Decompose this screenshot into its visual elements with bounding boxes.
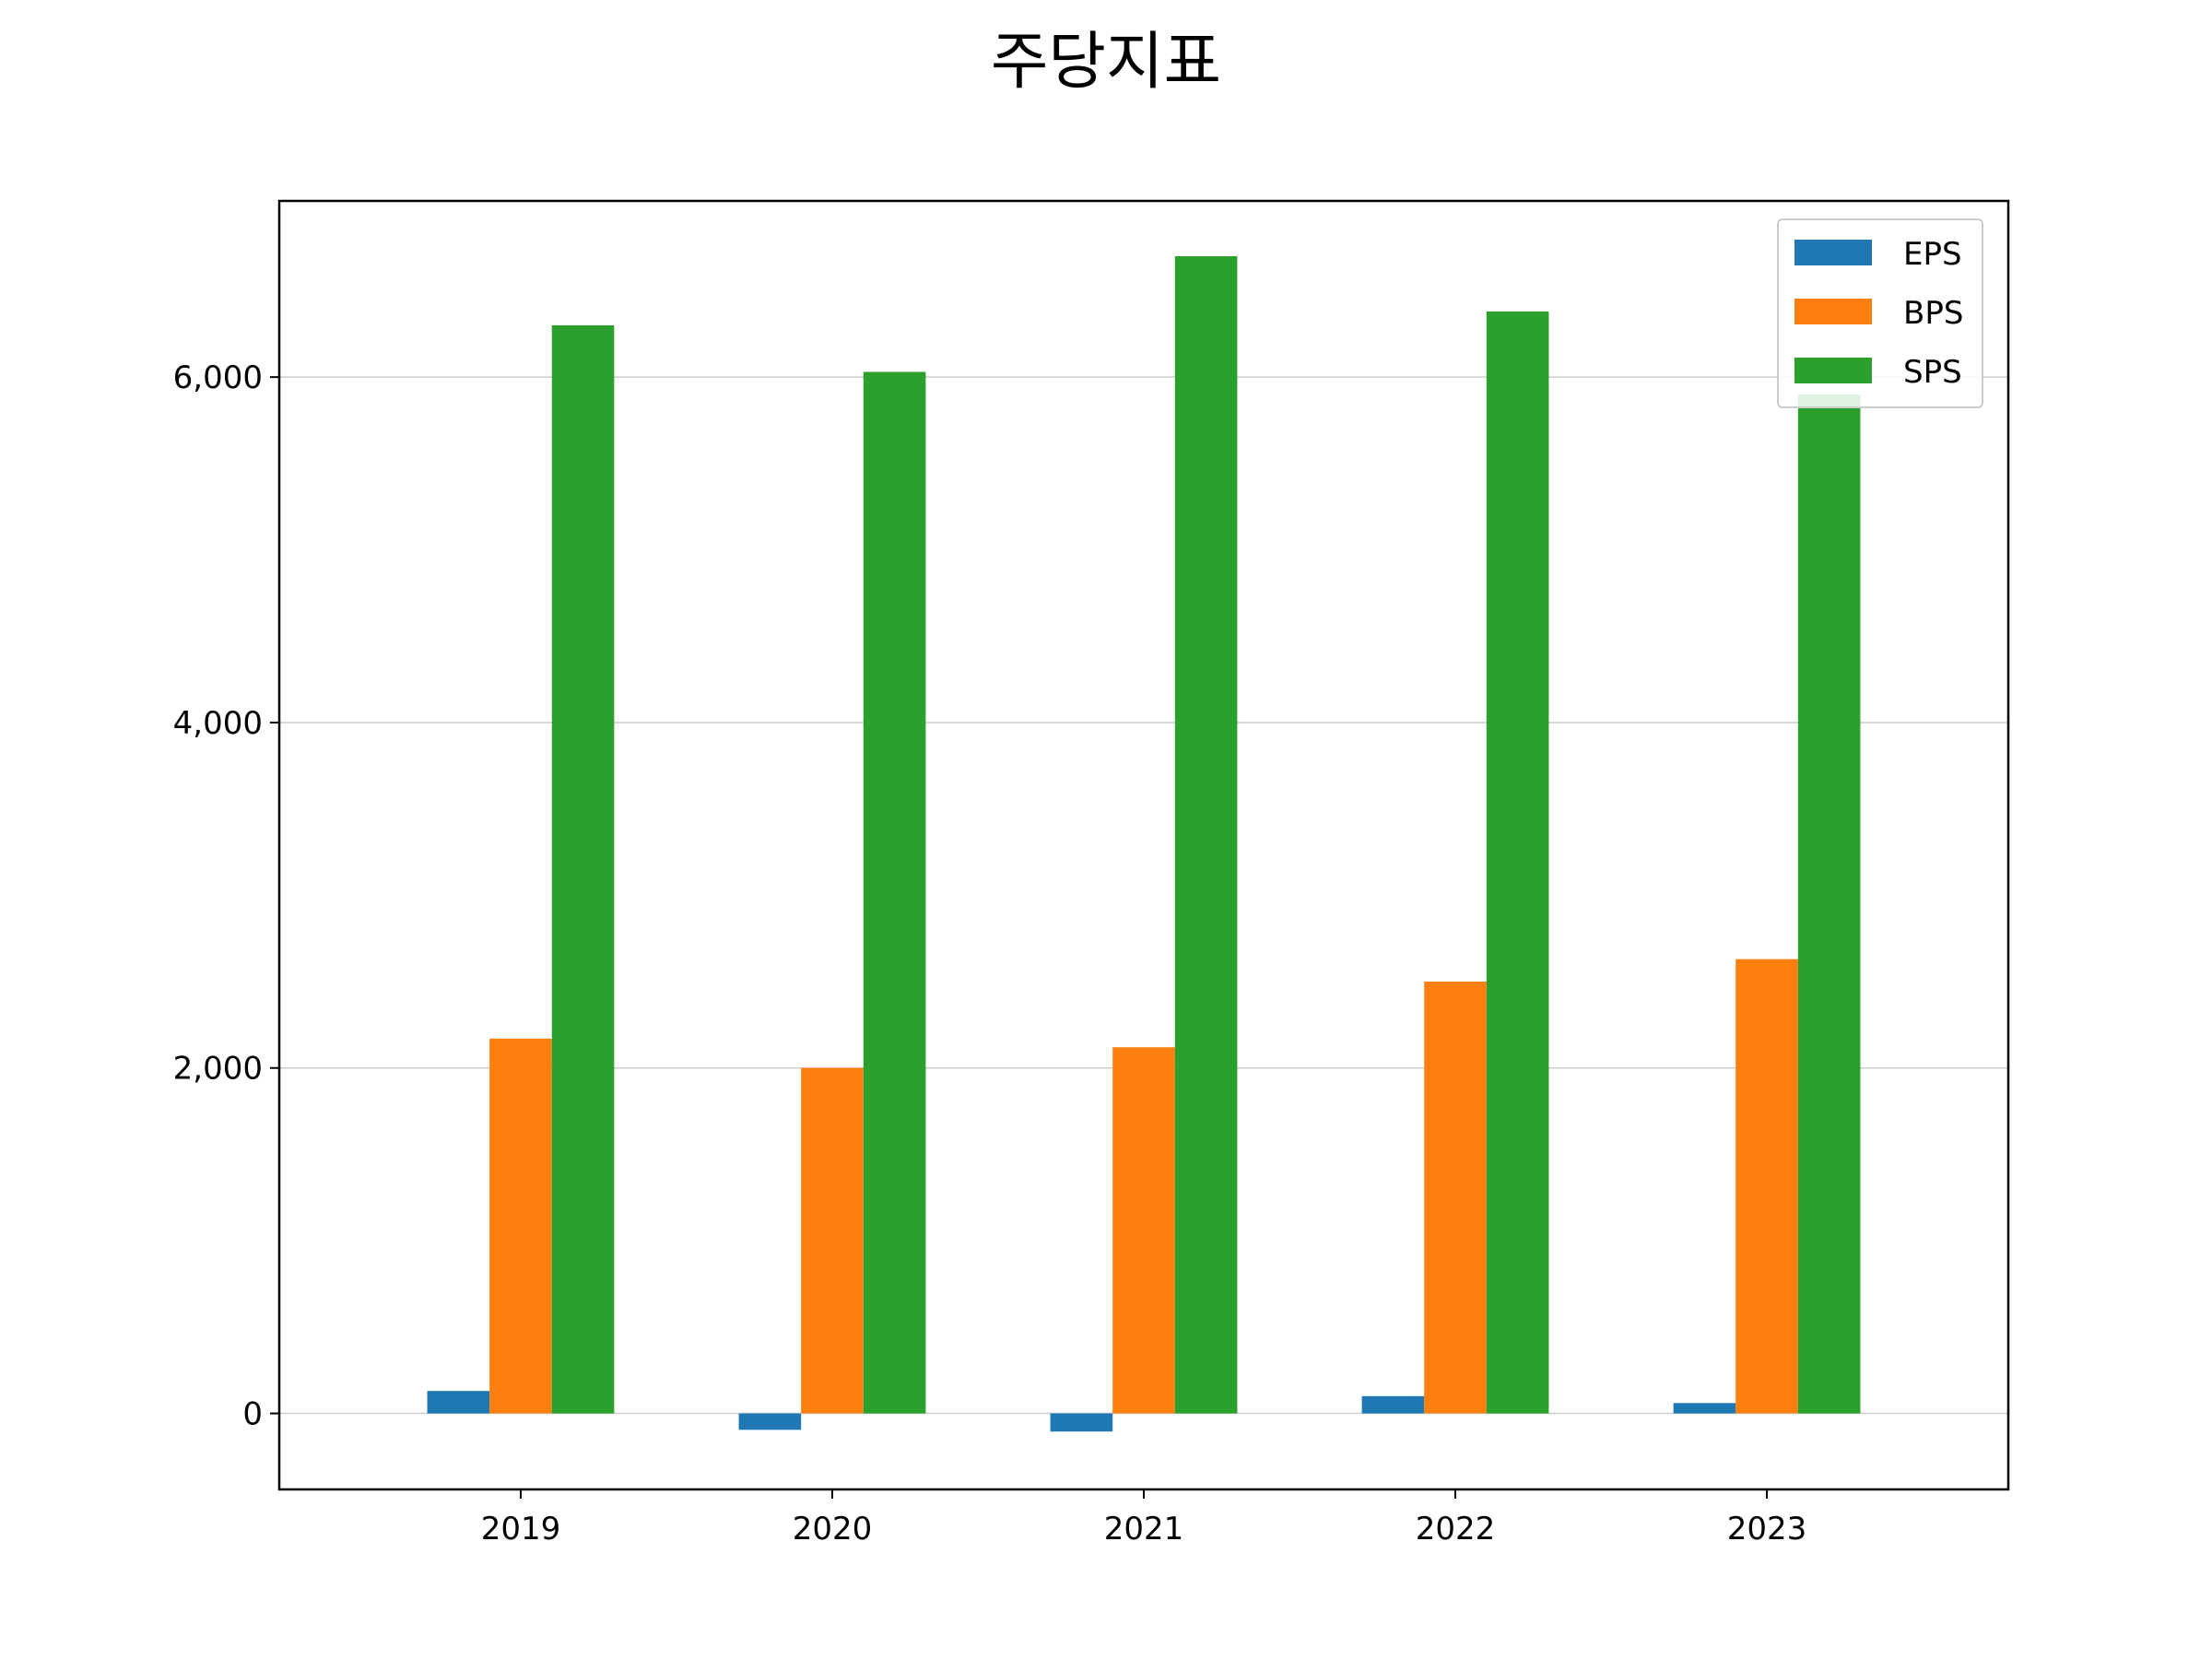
y-axis: 0 2,000 4,000 6,000 [173, 359, 279, 1433]
chart-title: 주당지표 [991, 26, 1221, 99]
bar-sps-2020 [863, 371, 926, 1414]
bar-sps-2021 [1174, 255, 1238, 1414]
bar-bps-2022 [1424, 982, 1487, 1414]
legend-swatch-bps [1794, 299, 1872, 324]
bar-eps-2022 [1361, 1395, 1425, 1414]
bar-eps-2019 [427, 1391, 490, 1414]
bar-eps-2020 [738, 1413, 802, 1430]
bars [427, 255, 1861, 1432]
legend: EPS BPS SPS [1777, 218, 1983, 408]
x-axis: 2019 2020 2021 2022 2023 [481, 1489, 1807, 1547]
legend-label-eps: EPS [1903, 236, 1962, 273]
bar-bps-2019 [489, 1038, 552, 1414]
x-tick-label: 2019 [481, 1511, 561, 1547]
bar-bps-2023 [1735, 959, 1798, 1414]
x-tick-label: 2022 [1416, 1511, 1496, 1547]
x-tick-label: 2020 [793, 1511, 873, 1547]
bar-eps-2023 [1673, 1403, 1736, 1414]
y-tick-label: 2,000 [173, 1051, 263, 1088]
bar-eps-2021 [1050, 1413, 1113, 1432]
bar-sps-2023 [1797, 394, 1861, 1414]
bar-sps-2022 [1486, 311, 1549, 1414]
x-tick-label: 2023 [1727, 1511, 1807, 1547]
bar-bps-2020 [801, 1067, 864, 1414]
x-tick-label: 2021 [1104, 1511, 1184, 1547]
y-tick-label: 0 [242, 1396, 263, 1433]
legend-swatch-eps [1794, 240, 1872, 265]
bar-sps-2019 [551, 324, 615, 1414]
legend-label-bps: BPS [1903, 295, 1963, 332]
y-tick-label: 4,000 [173, 705, 263, 742]
y-tick-label: 6,000 [173, 359, 263, 396]
bar-bps-2021 [1112, 1047, 1175, 1414]
legend-label-sps: SPS [1903, 354, 1962, 391]
legend-swatch-sps [1794, 358, 1872, 383]
